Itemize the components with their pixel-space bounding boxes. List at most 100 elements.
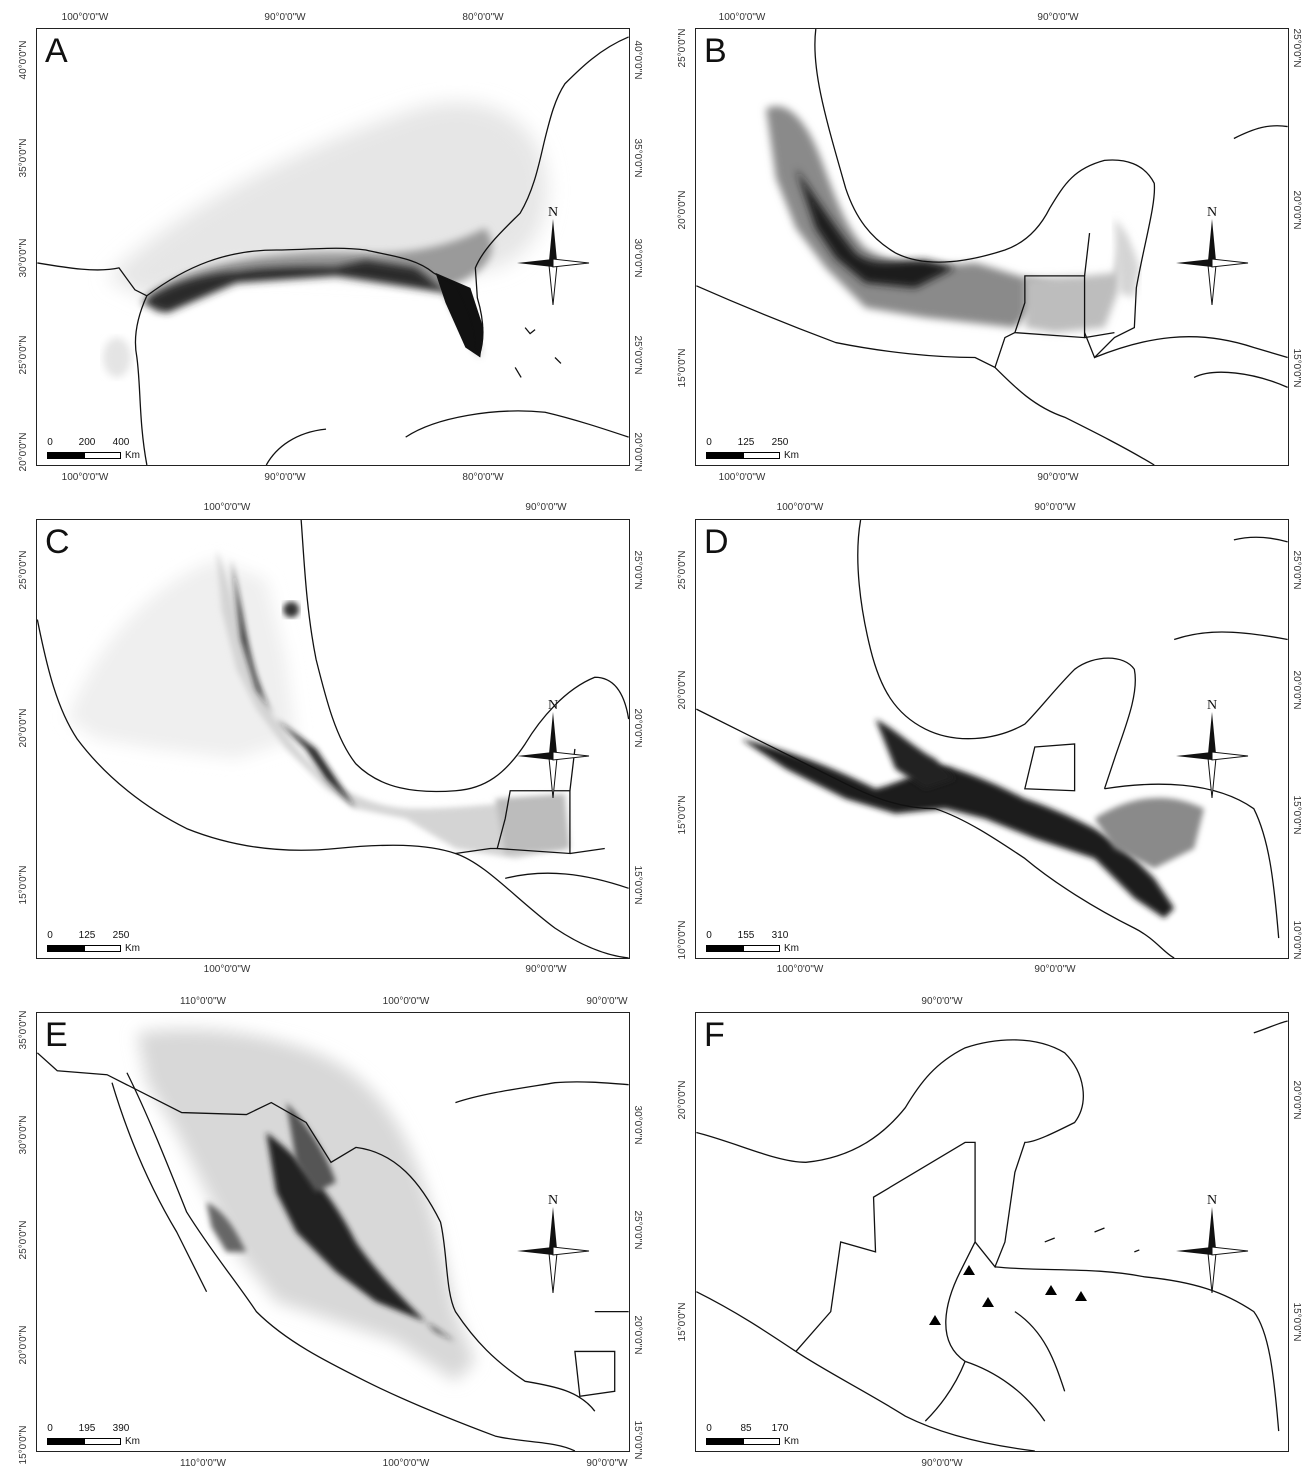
bottom-tick: 100°0'0"W xyxy=(61,472,109,483)
left-tick: 35°0'0"N xyxy=(18,1010,29,1050)
scale-unit: Km xyxy=(125,450,140,461)
left-tick: 20°0'0"N xyxy=(18,708,29,748)
top-tick: 100°0'0"W xyxy=(382,996,430,1007)
scale-bar-white xyxy=(84,945,121,952)
right-tick: 20°0'0"N xyxy=(632,708,643,748)
bottom-tick: 110°0'0"W xyxy=(180,1458,226,1469)
right-tick: 15°0'0"N xyxy=(632,865,643,905)
suitability-layer-c xyxy=(67,549,570,859)
occurrence-marker xyxy=(1045,1285,1057,1295)
right-tick: 20°0'0"N xyxy=(632,432,643,472)
left-tick: 25°0'0"N xyxy=(677,28,688,68)
left-tick: 20°0'0"N xyxy=(677,190,688,230)
north-arrow: N xyxy=(1174,1193,1250,1294)
map-panel-c: C N 0 125 250 Km xyxy=(36,519,630,959)
left-tick: 15°0'0"N xyxy=(677,795,688,835)
scale-bar: 0 155 310 Km xyxy=(706,930,846,954)
compass-rose-icon xyxy=(517,1207,590,1294)
north-label: N xyxy=(1206,698,1218,713)
panel-letter: D xyxy=(704,523,729,561)
scale-unit: Km xyxy=(784,943,799,954)
scale-end: 170 xyxy=(771,1423,789,1434)
left-tick: 25°0'0"N xyxy=(18,1220,29,1260)
scale-bar-black xyxy=(47,945,84,952)
left-tick: 15°0'0"N xyxy=(677,1302,688,1342)
top-tick: 90°0'0"W xyxy=(586,996,628,1007)
north-label: N xyxy=(547,698,559,713)
scale-bar-black xyxy=(706,945,743,952)
panel-letter: A xyxy=(45,32,68,70)
top-tick: 80°0'0"W xyxy=(462,12,504,23)
scale-bar: 0 85 170 Km xyxy=(706,1423,846,1447)
top-tick: 100°0'0"W xyxy=(203,502,251,513)
scale-bar: 0 125 250 Km xyxy=(706,437,846,461)
left-tick: 15°0'0"N xyxy=(18,1425,29,1465)
occurrence-marker xyxy=(963,1265,975,1275)
right-tick: 25°0'0"N xyxy=(632,335,643,375)
right-tick: 40°0'0"N xyxy=(632,40,643,80)
north-label: N xyxy=(547,1193,559,1208)
right-tick: 20°0'0"N xyxy=(632,1315,643,1355)
scale-mid: 85 xyxy=(740,1423,752,1434)
map-panel-f: F N 0 85 170 Km xyxy=(695,1012,1289,1452)
right-tick: 10°0'0"N xyxy=(1291,920,1302,960)
bottom-tick: 100°0'0"W xyxy=(776,964,824,975)
right-tick: 30°0'0"N xyxy=(632,1105,643,1145)
top-tick: 100°0'0"W xyxy=(61,12,109,23)
scale-bar-black xyxy=(706,1438,743,1445)
map-panel-b: B N 0 125 250 Km xyxy=(695,28,1289,466)
top-tick: 90°0'0"W xyxy=(921,996,963,1007)
right-tick: 30°0'0"N xyxy=(632,238,643,278)
left-tick: 15°0'0"N xyxy=(18,865,29,905)
suitability-layer-a xyxy=(103,102,547,378)
bottom-tick: 100°0'0"W xyxy=(203,964,251,975)
north-arrow: N xyxy=(515,1193,591,1294)
left-tick: 15°0'0"N xyxy=(677,348,688,388)
panel-letter: E xyxy=(45,1016,68,1054)
left-tick: 30°0'0"N xyxy=(18,1115,29,1155)
scale-unit: Km xyxy=(784,450,799,461)
coastline-f xyxy=(696,1020,1288,1451)
map-c-canvas xyxy=(37,520,629,958)
suitability-layer-d xyxy=(741,719,1205,919)
coastline-e xyxy=(37,1052,629,1451)
scale-unit: Km xyxy=(125,1436,140,1447)
scale-zero: 0 xyxy=(706,930,712,941)
scale-end: 250 xyxy=(771,437,789,448)
panel-letter: B xyxy=(704,32,727,70)
scale-bar-black xyxy=(47,1438,84,1445)
scale-bar-white xyxy=(743,945,780,952)
top-tick: 100°0'0"W xyxy=(718,12,766,23)
left-tick: 35°0'0"N xyxy=(18,138,29,178)
north-arrow: N xyxy=(515,205,591,306)
scale-bar: 0 125 250 Km xyxy=(47,930,187,954)
scale-bar-white xyxy=(743,1438,780,1445)
right-tick: 25°0'0"N xyxy=(1291,550,1302,590)
right-tick: 20°0'0"N xyxy=(1291,190,1302,230)
compass-rose-icon xyxy=(1176,712,1249,799)
bottom-tick: 90°0'0"W xyxy=(1037,472,1079,483)
scale-bar-white xyxy=(84,452,121,459)
scale-zero: 0 xyxy=(706,1423,712,1434)
left-tick: 20°0'0"N xyxy=(677,670,688,710)
suitability-layer-b xyxy=(766,106,1140,333)
bottom-tick: 80°0'0"W xyxy=(462,472,504,483)
map-f-canvas xyxy=(696,1020,1288,1451)
left-tick: 25°0'0"N xyxy=(18,550,29,590)
map-panel-a: A N 0 200 400 Km xyxy=(36,28,630,466)
occurrence-marker xyxy=(1075,1291,1087,1301)
compass-rose-icon xyxy=(1176,1207,1249,1294)
scale-bar-white xyxy=(743,452,780,459)
left-tick: 40°0'0"N xyxy=(18,40,29,80)
compass-rose-icon xyxy=(517,219,590,306)
top-tick: 100°0'0"W xyxy=(776,502,824,513)
scale-bar-black xyxy=(706,452,743,459)
top-tick: 90°0'0"W xyxy=(264,12,306,23)
north-arrow: N xyxy=(515,698,591,799)
scale-zero: 0 xyxy=(47,930,53,941)
scale-mid: 125 xyxy=(78,930,96,941)
scale-zero: 0 xyxy=(706,437,712,448)
right-tick: 20°0'0"N xyxy=(1291,670,1302,710)
right-tick: 15°0'0"N xyxy=(1291,795,1302,835)
scale-mid: 195 xyxy=(78,1423,96,1434)
